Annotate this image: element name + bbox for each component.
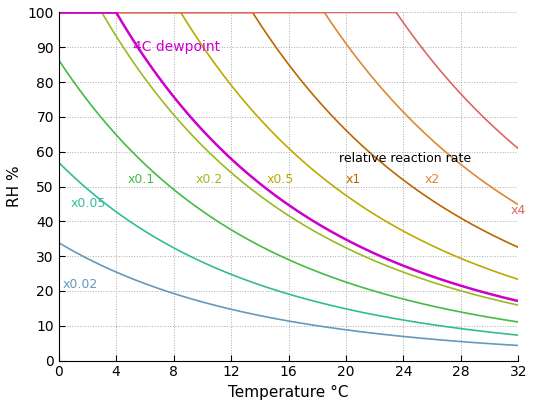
Text: x0.5: x0.5 [267, 173, 294, 186]
Y-axis label: RH %: RH % [7, 166, 22, 207]
Text: x0.1: x0.1 [128, 173, 155, 186]
Text: x0.02: x0.02 [63, 278, 98, 291]
Text: 4C dewpoint: 4C dewpoint [134, 40, 221, 54]
Text: x1: x1 [346, 173, 361, 186]
Text: x0.05: x0.05 [70, 197, 106, 210]
Text: relative reaction rate: relative reaction rate [339, 152, 471, 165]
Text: x0.2: x0.2 [195, 173, 222, 186]
Text: x2: x2 [425, 173, 440, 186]
X-axis label: Temperature °C: Temperature °C [228, 385, 349, 400]
Text: x4: x4 [511, 204, 527, 217]
